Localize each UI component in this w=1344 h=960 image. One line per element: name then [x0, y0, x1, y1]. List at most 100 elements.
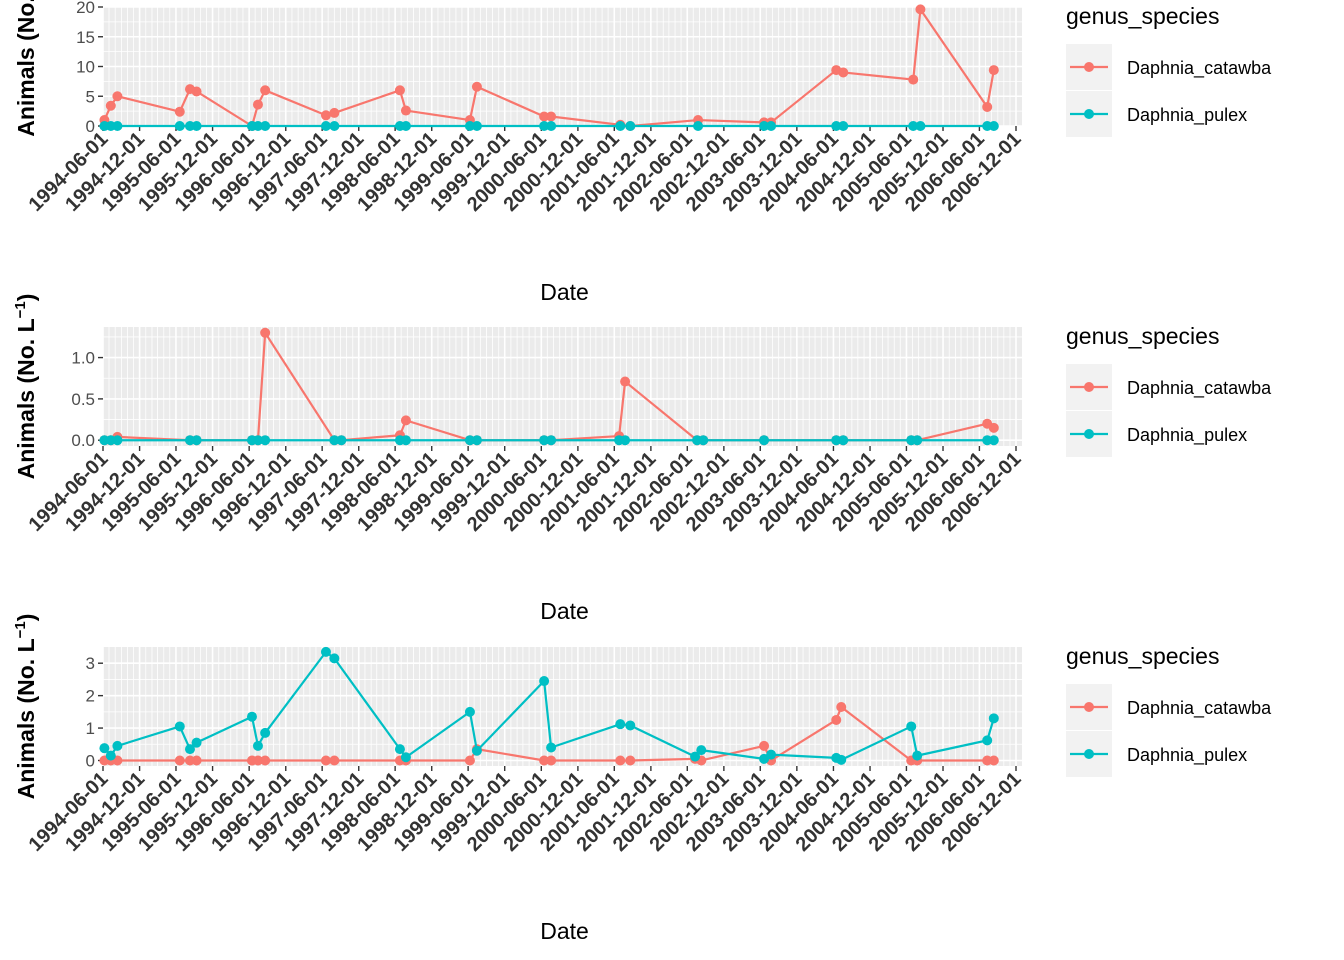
plot-background	[103, 327, 1022, 446]
data-point	[105, 750, 116, 761]
data-point	[191, 86, 202, 97]
x-axis-title: Date	[540, 918, 589, 944]
data-point	[400, 121, 411, 131]
data-point	[471, 745, 482, 756]
data-point	[400, 435, 411, 446]
series-Daphnia_catawba	[99, 4, 999, 131]
data-point	[112, 435, 123, 446]
data-point	[260, 327, 271, 338]
data-point	[838, 121, 849, 131]
data-point	[831, 121, 842, 131]
data-point	[539, 676, 550, 687]
chart-panel-1: 051015201994-06-011994-12-011995-06-0119…	[13, 0, 1272, 305]
y-tick-label: 1.0	[71, 349, 95, 368]
data-point	[400, 105, 411, 116]
legend-key-point	[1084, 749, 1094, 759]
data-point	[112, 121, 123, 131]
y-tick-label: 5	[86, 87, 95, 106]
data-point	[988, 65, 999, 76]
legend-key-point	[1084, 62, 1094, 72]
data-point	[690, 751, 701, 762]
data-point	[246, 711, 257, 722]
data-point	[112, 91, 123, 102]
y-axis-title: Animals (No. L−1)	[12, 294, 39, 480]
legend: genus_species Daphnia_catawba Daphnia_pule…	[1066, 323, 1272, 457]
data-point	[112, 740, 123, 751]
y-tick-label: 3	[86, 654, 95, 673]
data-point	[625, 121, 636, 131]
data-point	[766, 749, 777, 760]
data-point	[912, 435, 923, 446]
data-point	[174, 721, 185, 732]
chart-panel-3: 01231994-06-011994-12-011995-06-011995-1…	[12, 614, 1272, 944]
y-tick-label: 0	[86, 751, 95, 770]
data-point	[546, 121, 557, 131]
data-point	[329, 121, 340, 131]
data-point	[698, 435, 709, 446]
data-point	[464, 755, 475, 766]
data-point	[696, 745, 707, 756]
data-point	[320, 646, 331, 657]
data-point	[838, 67, 849, 78]
legend-key-point	[1084, 109, 1094, 119]
data-point	[336, 435, 347, 446]
data-point	[546, 435, 557, 446]
x-axis-title: Date	[540, 598, 589, 624]
data-point	[260, 121, 271, 131]
y-tick-label: 1	[86, 719, 95, 738]
legend-key-point	[1084, 702, 1094, 712]
data-point	[174, 106, 185, 117]
data-point	[252, 99, 263, 110]
data-point	[329, 107, 340, 118]
legend-label: Daphnia_pulex	[1127, 105, 1247, 126]
y-tick-label: 15	[76, 28, 95, 47]
data-point	[539, 755, 550, 766]
y-tick-label: 0.5	[71, 390, 95, 409]
legend-title: genus_species	[1066, 643, 1219, 669]
legend-label: Daphnia_pulex	[1127, 425, 1247, 446]
data-point	[539, 111, 550, 122]
y-axis-title-suffix: )	[13, 294, 39, 302]
data-point	[915, 4, 926, 15]
data-point	[539, 435, 550, 446]
data-point	[988, 755, 999, 766]
data-point	[908, 121, 919, 131]
data-point	[174, 121, 185, 131]
chart-panel-2: 0.00.51.01994-06-011994-12-011995-06-011…	[12, 294, 1272, 624]
data-point	[252, 121, 263, 131]
data-point	[320, 121, 331, 131]
data-point	[464, 121, 475, 131]
data-point	[252, 740, 263, 751]
y-axis-title: Animals (No.	[13, 0, 39, 137]
data-point	[836, 754, 847, 765]
data-point	[988, 121, 999, 131]
data-point	[766, 121, 777, 131]
y-tick-label: 2	[86, 687, 95, 706]
data-point	[260, 85, 271, 96]
y-tick-label: 20	[76, 0, 95, 17]
legend-title: genus_species	[1066, 3, 1219, 29]
y-axis-title-suffix: )	[13, 614, 39, 622]
data-point	[546, 755, 557, 766]
data-point	[546, 742, 557, 753]
data-point	[625, 720, 636, 731]
data-point	[329, 653, 340, 664]
data-point	[625, 755, 636, 766]
data-point	[464, 706, 475, 717]
data-point	[191, 121, 202, 131]
data-point	[988, 435, 999, 446]
data-point	[471, 121, 482, 131]
data-point	[329, 435, 340, 446]
legend: genus_species Daphnia_catawba Daphnia_pule…	[1066, 3, 1272, 137]
data-point	[831, 714, 842, 725]
series-Daphnia_pulex	[99, 435, 999, 446]
data-point	[759, 121, 770, 131]
y-axis-title-superscript: −1	[12, 301, 29, 318]
data-point	[191, 755, 202, 766]
data-point	[400, 415, 411, 426]
y-tick-label: 0.0	[71, 431, 95, 450]
data-point	[620, 376, 631, 387]
legend-label: Daphnia_catawba	[1127, 698, 1272, 719]
data-point	[471, 435, 482, 446]
